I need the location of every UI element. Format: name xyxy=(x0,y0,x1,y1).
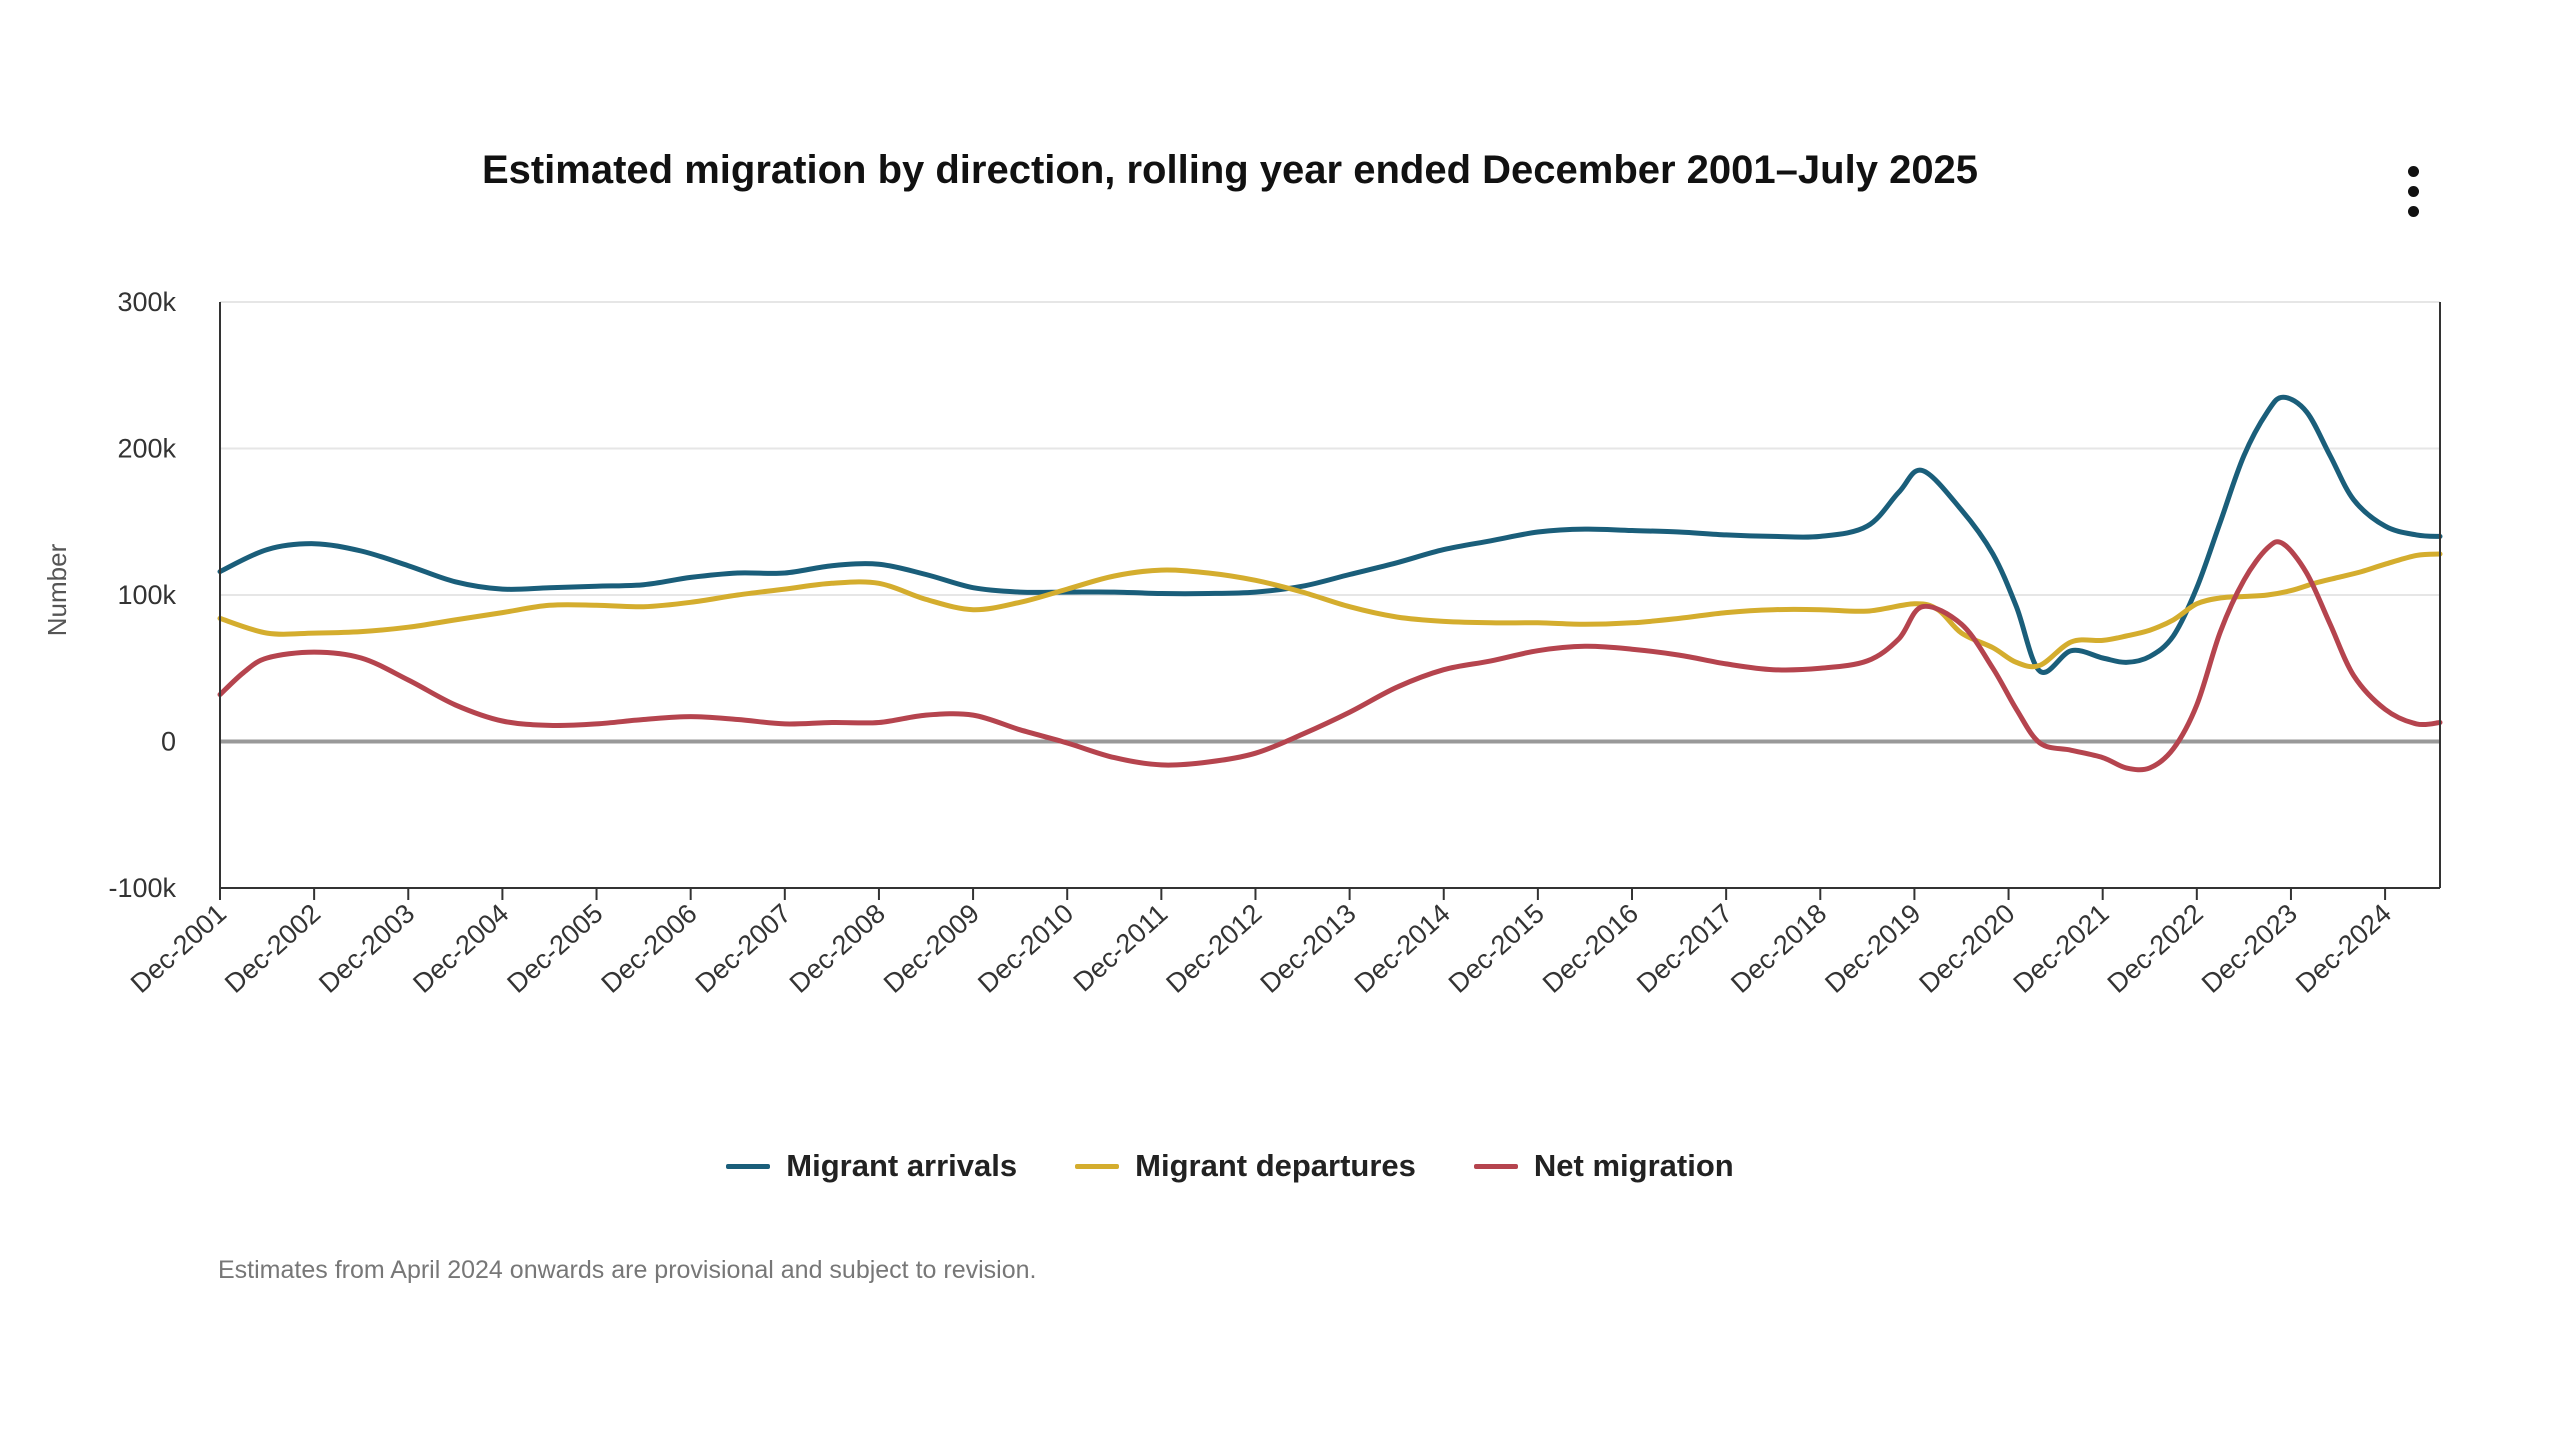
arrivals-line xyxy=(217,394,2443,675)
legend-item-net[interactable]: Net migration xyxy=(1473,1148,1734,1184)
x-tick-label: Dec-2018 xyxy=(1725,898,1832,999)
chart-title: Estimated migration by direction, rollin… xyxy=(481,148,1979,192)
y-tick-label: 200k xyxy=(117,434,176,464)
x-tick-label: Dec-2007 xyxy=(690,898,797,999)
x-tick-label: Dec-2002 xyxy=(219,898,326,999)
x-tick-label: Dec-2021 xyxy=(2008,898,2115,999)
x-tick-label: Dec-2001 xyxy=(125,898,232,999)
net-migration-line xyxy=(217,539,2443,773)
legend-swatch-arrivals xyxy=(726,1163,771,1169)
x-tick-label: Dec-2022 xyxy=(2102,898,2209,999)
grid-layer xyxy=(220,301,2440,596)
legend: Migrant arrivals Migrant departures Net … xyxy=(0,1148,2460,1184)
x-tick-label: Dec-2023 xyxy=(2196,898,2303,999)
x-tick-label: Dec-2009 xyxy=(878,898,985,999)
x-tick-label: Dec-2014 xyxy=(1349,898,1456,999)
x-tick-layer: Dec-2001Dec-2002Dec-2003Dec-2004Dec-2005… xyxy=(125,888,2397,999)
y-tick-label: 300k xyxy=(117,287,176,317)
x-tick-label: Dec-2016 xyxy=(1537,898,1644,999)
more-vertical-icon[interactable] xyxy=(2396,162,2432,222)
x-tick-label: Dec-2006 xyxy=(596,898,703,999)
x-tick-label: Dec-2020 xyxy=(1913,898,2020,999)
legend-label-net: Net migration xyxy=(1533,1148,1734,1183)
y-tick-label: -100k xyxy=(108,873,176,903)
x-tick-label: Dec-2011 xyxy=(1068,898,1174,997)
x-tick-label: Dec-2004 xyxy=(407,898,514,999)
x-tick-label: Dec-2012 xyxy=(1160,898,1267,999)
series-layer xyxy=(217,394,2443,773)
x-tick-label: Dec-2017 xyxy=(1631,898,1738,999)
x-tick-label: Dec-2003 xyxy=(313,898,420,999)
menu-dot xyxy=(2408,186,2419,197)
menu-dot xyxy=(2408,206,2419,217)
x-tick-label: Dec-2008 xyxy=(784,898,891,999)
legend-swatch-net xyxy=(1473,1163,1518,1169)
y-tick-layer: 300k 200k 100k 0 -100k xyxy=(108,287,176,903)
legend-label-departures: Migrant departures xyxy=(1135,1148,1416,1183)
legend-swatch-departures xyxy=(1075,1163,1120,1169)
x-tick-label: Dec-2013 xyxy=(1255,898,1362,999)
departures-line xyxy=(217,551,2443,670)
y-tick-label: 100k xyxy=(117,580,176,610)
x-tick-label: Dec-2024 xyxy=(2290,898,2397,999)
legend-item-arrivals[interactable]: Migrant arrivals xyxy=(726,1148,1017,1184)
footnote: Estimates from April 2024 onwards are pr… xyxy=(218,1256,1037,1284)
y-tick-label: 0 xyxy=(161,727,176,757)
x-tick-label: Dec-2019 xyxy=(1819,898,1926,999)
legend-item-departures[interactable]: Migrant departures xyxy=(1075,1148,1416,1184)
x-tick-label: Dec-2015 xyxy=(1443,898,1550,999)
menu-dot xyxy=(2408,166,2419,177)
y-axis-label: Number xyxy=(42,543,72,636)
x-tick-label: Dec-2010 xyxy=(972,898,1079,999)
legend-label-arrivals: Migrant arrivals xyxy=(786,1148,1018,1183)
axis-layer xyxy=(219,302,2441,889)
x-tick-label: Dec-2005 xyxy=(501,898,608,999)
